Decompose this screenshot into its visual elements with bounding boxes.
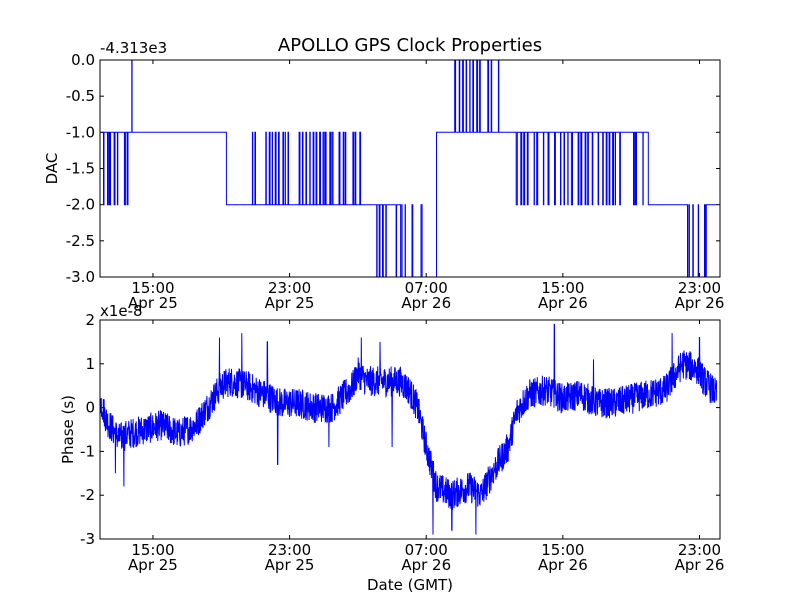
dac-y-tick-label: -3.0 <box>66 268 95 286</box>
phase-x-tick-time: 07:00 <box>405 541 448 559</box>
phase-y-tick-label: -2 <box>80 486 95 504</box>
phase-x-tick-time: 23:00 <box>268 541 311 559</box>
phase-x-tick-date: Apr 25 <box>265 556 315 574</box>
phase-x-tick-date: Apr 26 <box>675 556 725 574</box>
phase-y-axis-label: Phase (s) <box>59 395 77 464</box>
dac-x-tick-date: Apr 26 <box>538 294 588 312</box>
dac-x-tick-date: Apr 25 <box>128 294 178 312</box>
dac-y-tick-label: -2.0 <box>66 196 95 214</box>
dac-y-tick-label: -2.5 <box>66 232 95 250</box>
dac-plot-frame <box>99 59 721 278</box>
dac-y-axis-label: DAC <box>43 153 61 185</box>
phase-x-tick-date: Apr 26 <box>538 556 588 574</box>
dac-x-tick-time: 23:00 <box>678 279 721 297</box>
dac-y-tick-label: 0.0 <box>71 51 95 69</box>
dac-x-tick-time: 15:00 <box>541 279 584 297</box>
phase-multiplier-label: x1e-8 <box>100 302 143 320</box>
dac-y-tick-label: -1.5 <box>66 160 95 178</box>
dac-x-tick-date: Apr 26 <box>675 294 725 312</box>
phase-y-tick-label: 1 <box>85 355 95 373</box>
dac-x-tick-time: 15:00 <box>131 279 174 297</box>
phase-x-tick-date: Apr 25 <box>128 556 178 574</box>
phase-y-tick-label: 2 <box>85 311 95 329</box>
dac-y-tick-label: -1.0 <box>66 123 95 141</box>
dac-x-tick-time: 23:00 <box>268 279 311 297</box>
dac-offset-label: -4.313e3 <box>100 39 167 57</box>
chart-title: APOLLO GPS Clock Properties <box>278 35 542 56</box>
dac-x-tick-date: Apr 25 <box>265 294 315 312</box>
phase-y-tick-label: 0 <box>85 399 95 417</box>
phase-x-tick-time: 15:00 <box>131 541 174 559</box>
phase-x-axis-label: Date (GMT) <box>367 576 453 594</box>
phase-x-tick-date: Apr 26 <box>401 556 451 574</box>
dac-x-tick-time: 07:00 <box>405 279 448 297</box>
phase-x-tick-time: 15:00 <box>541 541 584 559</box>
phase-x-tick-time: 23:00 <box>678 541 721 559</box>
phase-plot-frame <box>99 319 721 540</box>
phase-y-tick-label: -1 <box>80 442 95 460</box>
phase-series-group <box>99 323 718 535</box>
dac-y-tick-label: -0.5 <box>66 87 95 105</box>
dac-x-tick-date: Apr 26 <box>401 294 451 312</box>
phase-y-tick-label: -3 <box>80 530 95 548</box>
phase-series-line <box>99 323 718 535</box>
